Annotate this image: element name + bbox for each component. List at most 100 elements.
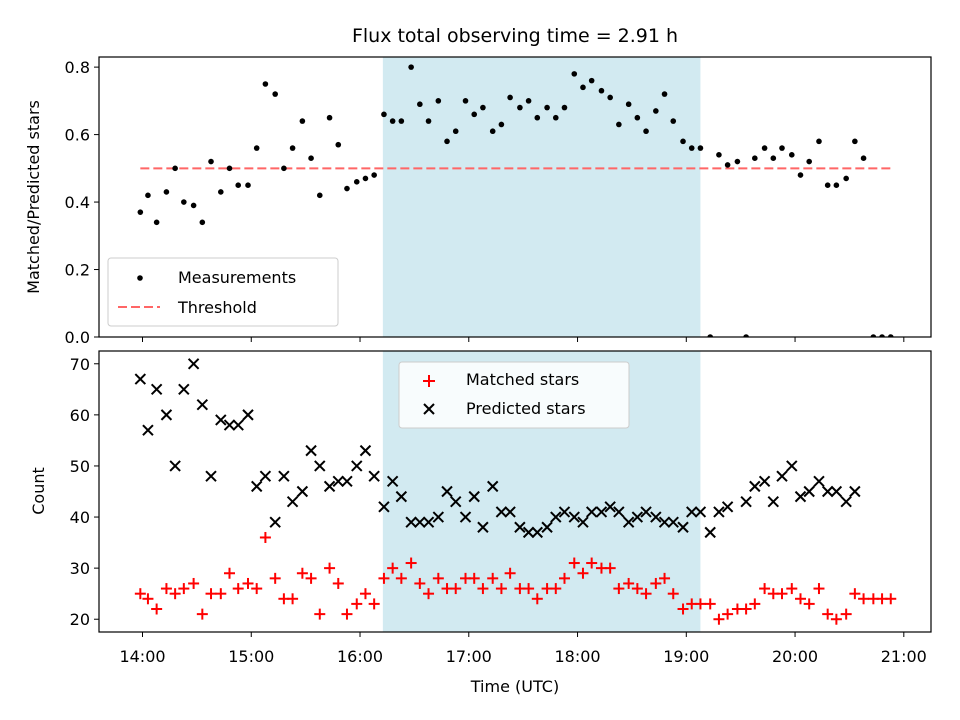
predicted-star-point xyxy=(405,516,417,528)
matched-star-point xyxy=(786,583,798,595)
predicted-star-point xyxy=(250,480,263,493)
measurement-point xyxy=(517,104,523,111)
predicted-star-point xyxy=(359,444,372,457)
matched-star-point xyxy=(523,583,535,595)
measurement-point xyxy=(788,152,795,158)
chart-title: Flux total observing time = 2.91 h xyxy=(352,25,678,47)
y-tick-label: 0.4 xyxy=(65,193,90,212)
predicted-star-point xyxy=(323,480,336,493)
measurement-point xyxy=(525,98,532,104)
marker-stroke xyxy=(677,521,689,533)
measurement-point xyxy=(724,162,731,168)
marker-stroke xyxy=(640,506,652,518)
matched-star-point xyxy=(858,593,870,605)
matched-star-point xyxy=(568,557,580,569)
predicted-star-point xyxy=(150,383,163,396)
measurement-point xyxy=(326,114,333,121)
predicted-star-point xyxy=(640,506,652,518)
matched-star-point xyxy=(558,572,570,584)
marker-stroke xyxy=(332,475,344,487)
marker-stroke xyxy=(758,475,771,487)
measurement-point xyxy=(607,94,613,101)
matched-star-point xyxy=(822,608,834,620)
predicted-star-point xyxy=(368,470,380,482)
matched-star-point xyxy=(677,603,689,615)
matched-star-point xyxy=(215,588,227,600)
measurement-point xyxy=(770,155,777,162)
y-tick-label: 40 xyxy=(70,508,90,527)
measurement-point xyxy=(797,172,804,178)
marker-stroke xyxy=(259,470,272,482)
marker-stroke xyxy=(296,485,309,498)
measurement-point xyxy=(779,145,785,151)
matched-star-point xyxy=(776,588,788,600)
marker-stroke xyxy=(187,358,200,370)
predicted-star-point xyxy=(830,485,843,498)
matched-star-point xyxy=(341,608,353,620)
matched-star-point xyxy=(694,598,706,610)
marker-stroke xyxy=(134,373,147,385)
measurement-point xyxy=(235,182,242,188)
predicted-star-point xyxy=(232,419,244,431)
matched-star-point xyxy=(495,583,507,595)
predicted-star-point xyxy=(613,506,625,518)
predicted-star-point xyxy=(450,496,462,508)
predicted-star-point xyxy=(595,506,608,518)
measurement-point xyxy=(870,334,877,337)
predicted-star-point xyxy=(269,516,281,528)
marker-stroke xyxy=(776,470,788,482)
y-tick-label: 20 xyxy=(70,610,90,629)
marker-stroke xyxy=(749,480,761,493)
matched-star-point xyxy=(142,593,154,605)
measurement-point xyxy=(308,155,314,162)
matched-star-point xyxy=(395,572,407,584)
marker-stroke xyxy=(215,414,227,426)
predicted-star-point xyxy=(296,485,309,498)
measurement-point xyxy=(245,182,251,188)
marker-stroke xyxy=(786,460,798,472)
legend: Matched stars Predicted stars xyxy=(398,361,630,429)
matched-star-point xyxy=(432,572,444,584)
measurement-point xyxy=(670,118,677,124)
matched-star-point xyxy=(423,588,435,600)
measurement-point xyxy=(299,118,306,124)
measurement-point xyxy=(507,94,513,101)
marker-stroke xyxy=(405,516,417,528)
x-axis-ticks xyxy=(142,337,905,342)
matched-star-point xyxy=(251,583,263,595)
predicted-star-point xyxy=(495,506,508,518)
marker-stroke xyxy=(585,506,598,518)
measurement-point xyxy=(353,179,360,185)
matched-star-point xyxy=(269,572,281,584)
measurement-point xyxy=(335,141,342,148)
measurement-point xyxy=(208,158,214,165)
measurement-point xyxy=(716,152,722,158)
matched-star-point xyxy=(749,598,761,610)
predicted-star-point xyxy=(422,516,435,528)
marker-stroke xyxy=(713,506,725,518)
measurement-point xyxy=(218,189,224,195)
marker-stroke xyxy=(242,409,254,421)
predicted-star-point xyxy=(196,398,209,411)
x-tick-label: 15:00 xyxy=(228,647,274,666)
measurement-point xyxy=(707,334,714,337)
predicted-star-point xyxy=(259,470,272,482)
predicted-star-point xyxy=(558,506,571,518)
matched-star-point xyxy=(196,608,208,620)
matched-star-point xyxy=(450,583,462,595)
marker-stroke xyxy=(495,506,508,518)
measurement-point xyxy=(316,192,323,199)
marker-stroke xyxy=(250,480,263,493)
matched-star-point xyxy=(134,588,146,600)
matched-star-point xyxy=(659,572,671,584)
marker-stroke xyxy=(568,511,580,523)
measurement-point xyxy=(852,138,858,145)
measurement-point xyxy=(616,121,622,128)
predicted-star-point xyxy=(721,501,734,513)
marker-stroke xyxy=(522,526,535,539)
predicted-star-point xyxy=(386,475,399,487)
predicted-star-point xyxy=(142,424,154,436)
measurement-point xyxy=(462,98,469,104)
matched-star-point xyxy=(504,567,516,579)
